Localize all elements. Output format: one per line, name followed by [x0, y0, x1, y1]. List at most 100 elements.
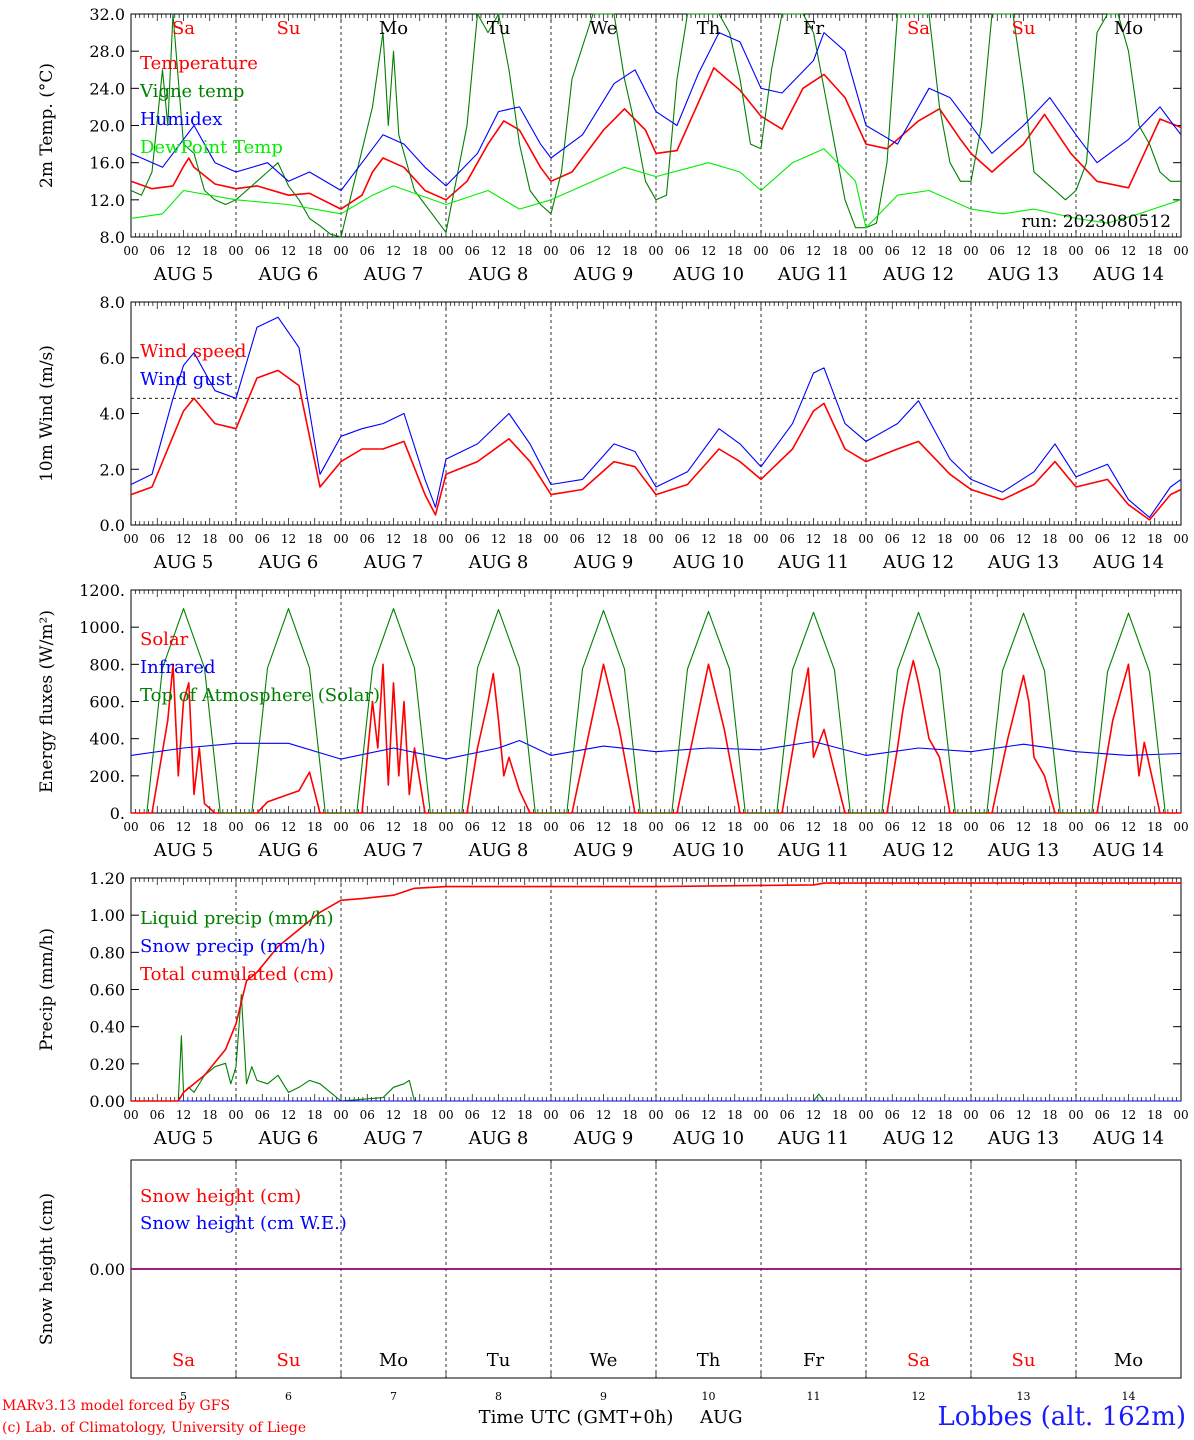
- x-hour-label: 06: [360, 532, 375, 546]
- x-hour-label: 00: [648, 1108, 663, 1122]
- x-hour-label: 12: [281, 244, 296, 258]
- x-date-label: AUG 11: [777, 840, 849, 861]
- x-hour-label: 00: [858, 244, 873, 258]
- x-hour-label: 12: [386, 532, 401, 546]
- series-line: [177, 994, 825, 1102]
- legend-entry: Total cumulated (cm): [140, 964, 334, 985]
- x-hour-label: 18: [412, 820, 427, 834]
- legend-entry: Temperature: [140, 53, 258, 74]
- x-hour-label: 00: [1068, 1108, 1083, 1122]
- x-hour-label: 00: [648, 820, 663, 834]
- x-hour-label: 12: [1121, 244, 1136, 258]
- x-hour-label: 00: [123, 244, 138, 258]
- y-axis-label: Precip (mm/h): [37, 928, 57, 1051]
- y-tick-label: 16.0: [89, 154, 125, 173]
- x-hour-label: 18: [307, 244, 322, 258]
- x-hour-label: 12: [701, 1108, 716, 1122]
- x-date-label: AUG 8: [468, 552, 529, 573]
- x-hour-label: 18: [1147, 244, 1162, 258]
- day-abbreviation: Sa: [907, 1350, 930, 1371]
- x-hour-label: 06: [360, 1108, 375, 1122]
- x-hour-label: 18: [202, 244, 217, 258]
- x-date-label: AUG 12: [882, 264, 954, 285]
- x-hour-label: 00: [1068, 244, 1083, 258]
- legend-entry: Liquid precip (mm/h): [140, 908, 334, 929]
- x-hour-label: 00: [123, 532, 138, 546]
- x-hour-label: 06: [360, 820, 375, 834]
- series-line: [146, 608, 1166, 814]
- x-hour-label: 18: [1042, 820, 1057, 834]
- x-hour-label: 18: [727, 244, 742, 258]
- x-hour-label: 18: [307, 1108, 322, 1122]
- x-hour-label: 12: [176, 820, 191, 834]
- day-abbreviation: Tu: [487, 18, 511, 39]
- x-hour-label: 12: [701, 820, 716, 834]
- x-hour-label: 18: [412, 244, 427, 258]
- x-hour-label: 12: [1016, 820, 1031, 834]
- x-day-number: 11: [807, 1390, 821, 1403]
- x-date-label: AUG 7: [363, 840, 424, 861]
- x-hour-label: 06: [465, 532, 480, 546]
- x-hour-label: 18: [937, 1108, 952, 1122]
- series-line: [130, 316, 1182, 518]
- legend-entry: Solar: [140, 629, 189, 650]
- legend-entry: Infrared: [140, 657, 215, 678]
- day-abbreviation: Su: [277, 1350, 301, 1371]
- x-hour-label: 06: [570, 1108, 585, 1122]
- x-date-label: AUG 8: [468, 840, 529, 861]
- x-hour-label: 06: [465, 820, 480, 834]
- x-hour-label: 18: [1147, 820, 1162, 834]
- x-hour-label: 12: [386, 820, 401, 834]
- x-hour-label: 00: [1173, 244, 1188, 258]
- legend-entry: Wind speed: [140, 341, 246, 362]
- x-hour-label: 12: [701, 244, 716, 258]
- x-hour-label: 12: [806, 244, 821, 258]
- x-hour-label: 06: [255, 820, 270, 834]
- x-hour-label: 18: [202, 820, 217, 834]
- y-tick-label: 200.: [89, 767, 125, 786]
- x-day-number: 10: [702, 1390, 716, 1403]
- legend-entry: Top of Atmosphere (Solar): [140, 685, 380, 706]
- y-tick-label: 0.80: [89, 943, 125, 962]
- x-date-label: AUG 14: [1092, 840, 1164, 861]
- panel-3: 0. 200. 400. 600. 800. 1000. 1200. Energy fluxe…: [37, 581, 1189, 861]
- x-hour-label: 00: [753, 532, 768, 546]
- x-hour-label: 06: [1095, 532, 1110, 546]
- x-hour-label: 00: [963, 244, 978, 258]
- plot-frame: [130, 301, 1182, 526]
- day-abbreviation: Th: [697, 1350, 721, 1371]
- x-hour-label: 06: [990, 244, 1005, 258]
- y-tick-label: 6.0: [100, 349, 125, 368]
- x-hour-label: 18: [202, 532, 217, 546]
- y-tick-label: 0.00: [89, 1260, 125, 1279]
- x-date-label: AUG 10: [672, 264, 744, 285]
- x-date-label: AUG 7: [363, 552, 424, 573]
- x-day-number: 8: [495, 1390, 502, 1403]
- x-date-label: AUG 9: [573, 1128, 634, 1149]
- day-abbreviation: Th: [697, 18, 721, 39]
- x-hour-label: 12: [911, 820, 926, 834]
- x-date-label: AUG 5: [153, 1128, 214, 1149]
- x-hour-label: 18: [1147, 532, 1162, 546]
- x-hour-label: 12: [281, 532, 296, 546]
- y-tick-label: 20.0: [89, 117, 125, 136]
- x-hour-label: 12: [596, 1108, 611, 1122]
- x-date-label: AUG 9: [573, 840, 634, 861]
- x-hour-label: 12: [281, 1108, 296, 1122]
- day-abbreviation: Su: [1012, 1350, 1036, 1371]
- day-abbreviation: Sa: [172, 1350, 195, 1371]
- x-hour-label: 18: [622, 1108, 637, 1122]
- x-hour-label: 18: [622, 532, 637, 546]
- y-tick-label: 0.0: [100, 516, 125, 535]
- x-hour-label: 06: [1095, 820, 1110, 834]
- x-date-label: AUG 11: [777, 552, 849, 573]
- x-hour-label: 00: [1173, 1108, 1188, 1122]
- y-tick-label: 8.0: [100, 228, 125, 247]
- series-line: [130, 13, 1181, 238]
- x-hour-label: 12: [1121, 532, 1136, 546]
- x-hour-label: 00: [858, 1108, 873, 1122]
- x-date-label: AUG 5: [153, 264, 214, 285]
- x-date-label: AUG 14: [1092, 264, 1164, 285]
- legend-entry: Wind gust: [140, 369, 233, 390]
